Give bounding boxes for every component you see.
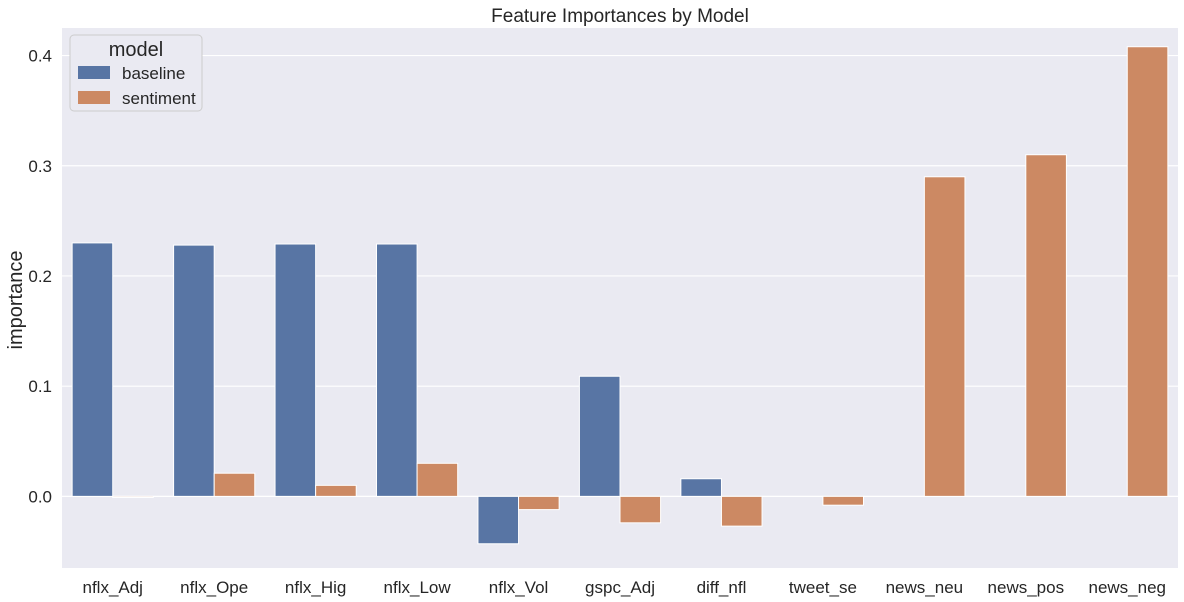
bar-sentiment-diff_nfl: [720, 495, 763, 527]
legend-label-sentiment: sentiment: [122, 89, 196, 108]
legend: model baseline sentiment: [69, 34, 203, 112]
bar-sentiment-nflx_Ope: [213, 472, 256, 497]
x-tick-label: nflx_Adj: [82, 578, 142, 597]
bar-baseline-diff_nfl: [680, 478, 722, 497]
chart-title: Feature Importances by Model: [491, 6, 749, 27]
legend-swatch-baseline: [78, 66, 110, 79]
bar-sentiment-gspc_Adj: [619, 495, 662, 524]
bars: [71, 46, 1169, 545]
legend-swatch-sentiment: [78, 91, 110, 104]
x-tick-label: nflx_Low: [384, 578, 452, 597]
bar-baseline-nflx_Vol: [477, 495, 520, 545]
y-tick-label: 0.1: [28, 377, 52, 396]
x-tick-label: tweet_se: [789, 578, 857, 597]
y-tick-label: 0.4: [28, 47, 52, 66]
x-tick-label: gspc_Adj: [585, 578, 655, 597]
bar-sentiment-tweet_se: [822, 495, 864, 506]
x-tick-label: nflx_Ope: [180, 578, 248, 597]
bar-sentiment-news_pos: [1025, 154, 1067, 497]
bar-baseline-nflx_Ope: [173, 244, 215, 497]
bar-sentiment-nflx_Hig: [315, 484, 357, 497]
bar-sentiment-news_neu: [923, 176, 966, 497]
y-tick-label: 0.3: [28, 157, 52, 176]
legend-label-baseline: baseline: [122, 64, 185, 83]
bar-sentiment-nflx_Adj: [112, 495, 154, 498]
x-tick-label: news_neu: [886, 578, 964, 597]
bar-baseline-nflx_Low: [376, 243, 418, 497]
y-tick-label: 0.0: [28, 487, 52, 506]
bar-baseline-gspc_Adj: [578, 375, 621, 497]
y-tick-label: 0.2: [28, 267, 52, 286]
bar-sentiment-news_neg: [1126, 46, 1169, 497]
x-tick-label: news_neg: [1089, 578, 1167, 597]
bar-sentiment-nflx_Vol: [518, 495, 560, 511]
x-tick-label: nflx_Hig: [285, 578, 346, 597]
x-axis-ticks: nflx_Adj nflx_Ope nflx_Hig nflx_Low nflx_Vol…: [82, 578, 1166, 597]
bar-sentiment-nflx_Low: [416, 462, 459, 497]
x-tick-label: diff_nfl: [697, 578, 747, 597]
x-tick-label: news_pos: [988, 578, 1065, 597]
bar-baseline-nflx_Hig: [274, 243, 317, 497]
bar-baseline-nflx_Adj: [71, 242, 114, 497]
y-axis-ticks: 0.0 0.1 0.2 0.3 0.4: [28, 47, 52, 507]
y-axis-label: importance: [5, 251, 27, 350]
x-tick-label: nflx_Vol: [489, 578, 549, 597]
legend-title: model: [109, 39, 163, 61]
